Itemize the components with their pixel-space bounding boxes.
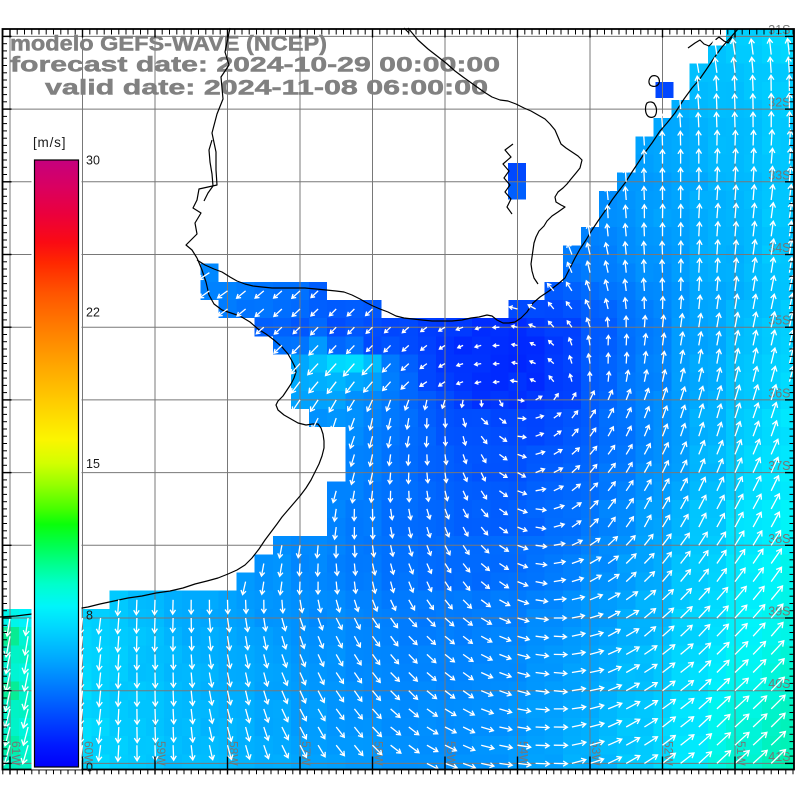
svg-text:54W: 54W	[517, 741, 531, 766]
svg-text:61W: 61W	[9, 741, 23, 766]
svg-text:[m/s]: [m/s]	[33, 135, 66, 150]
svg-text:60W: 60W	[82, 741, 96, 766]
svg-text:valid date: 2024-11-08 06:00:0: valid date: 2024-11-08 06:00:00	[45, 76, 488, 100]
svg-text:33S: 33S	[768, 168, 790, 182]
svg-text:59W: 59W	[154, 741, 168, 766]
svg-text:40S: 40S	[768, 677, 790, 691]
svg-text:41S: 41S	[768, 750, 790, 764]
svg-text:15: 15	[86, 457, 100, 471]
svg-text:34S: 34S	[768, 241, 790, 255]
svg-text:modelo GEFS-WAVE (NCEP): modelo GEFS-WAVE (NCEP)	[10, 32, 327, 56]
svg-text:30: 30	[86, 154, 100, 168]
svg-text:51W: 51W	[734, 741, 748, 766]
svg-text:forecast date: 2024-10-29 00:0: forecast date: 2024-10-29 00:00:00	[10, 53, 500, 77]
svg-text:37S: 37S	[768, 459, 790, 473]
svg-text:52W: 52W	[662, 741, 676, 766]
svg-text:22: 22	[86, 305, 100, 319]
svg-text:0: 0	[86, 761, 93, 775]
svg-text:39S: 39S	[768, 605, 790, 619]
svg-text:58W: 58W	[227, 741, 241, 766]
svg-text:32S: 32S	[768, 96, 790, 110]
svg-text:8: 8	[86, 609, 93, 623]
svg-text:55W: 55W	[444, 741, 458, 766]
svg-text:31S: 31S	[768, 23, 790, 37]
